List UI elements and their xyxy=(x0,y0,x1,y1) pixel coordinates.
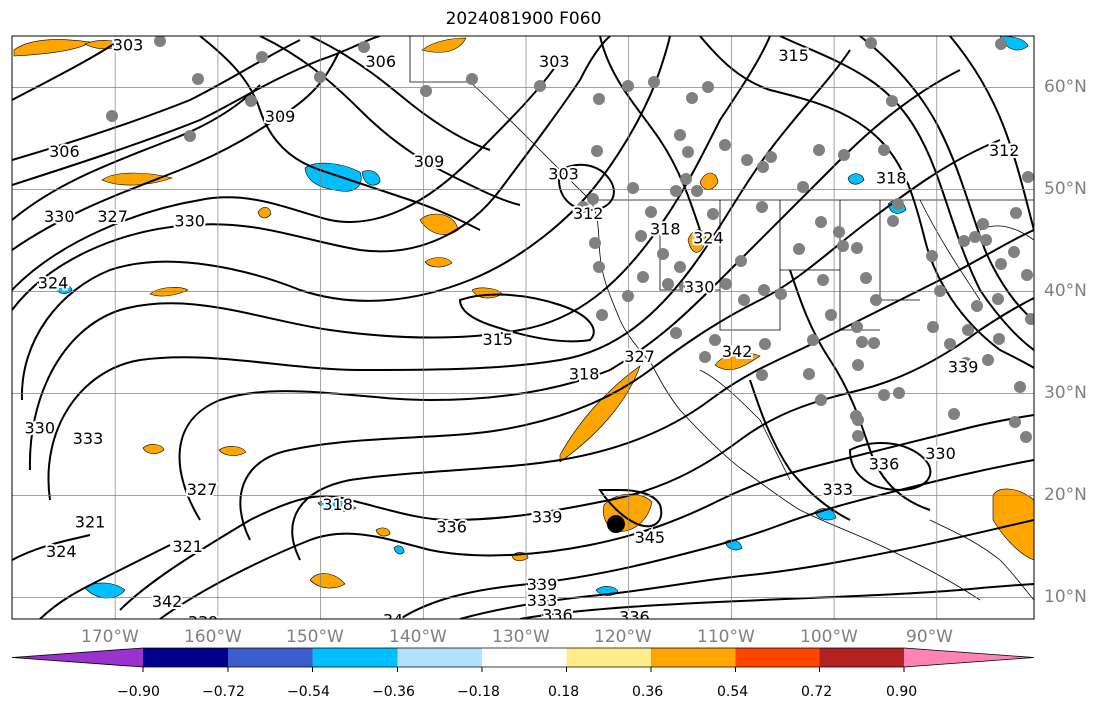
coastlines xyxy=(409,36,1034,601)
lon-label-150w: 150°W xyxy=(286,627,344,647)
contour-label: 333 xyxy=(823,480,854,499)
contour-label: 315 xyxy=(778,46,809,65)
contour-label: 324 xyxy=(38,274,69,293)
contour-label: 330 xyxy=(44,207,75,226)
contour-label: 34 xyxy=(383,611,403,630)
contour-label: 318 xyxy=(569,364,600,383)
lat-label-10n: 10°N xyxy=(1044,587,1087,607)
colorbar-bin-3 xyxy=(312,648,398,667)
station-marker xyxy=(606,515,625,534)
colorbar-ticks xyxy=(142,667,905,672)
colorbar-bin-8 xyxy=(735,648,820,667)
colorbar-low-extension xyxy=(12,648,143,667)
contour-label: 321 xyxy=(172,537,203,556)
lon-label-160w: 160°W xyxy=(184,627,242,647)
lon-label-110w: 110°W xyxy=(697,627,755,647)
lon-label-90w: 90°W xyxy=(906,627,953,647)
contour-label: 333 xyxy=(527,591,558,610)
colorbar-bin-7 xyxy=(651,648,736,667)
contour-label: 336 xyxy=(869,454,900,473)
contour-label: 309 xyxy=(414,152,445,171)
contour-label: 312 xyxy=(989,141,1020,160)
negative-shading xyxy=(55,36,1029,599)
lon-label-130w: 130°W xyxy=(492,627,550,647)
lon-label-140w: 140°W xyxy=(389,627,447,647)
map-title: 2024081900 F060 xyxy=(445,9,602,29)
contour-label: 306 xyxy=(49,142,80,161)
contour-label: 321 xyxy=(75,513,106,532)
colorbar-tick-label: 0.54 xyxy=(717,684,749,700)
map-frame xyxy=(11,35,1035,620)
contour-label: 339 xyxy=(948,357,979,376)
colorbar-bin-4 xyxy=(397,648,482,667)
contour-label: 342 xyxy=(152,592,183,611)
contour-label: 303 xyxy=(539,52,570,71)
contour-label: 318 xyxy=(650,219,681,238)
contour-label: 345 xyxy=(635,528,666,547)
contour-label: 315 xyxy=(483,330,514,349)
map-field-layer: 303 306 303 315 309 306 309 303 312 318 312 330 327 3… xyxy=(12,36,1034,632)
colorbar-tick-label: 0.18 xyxy=(548,684,580,700)
contour-label: 330 xyxy=(174,211,205,230)
contour-label: 318 xyxy=(322,495,353,514)
colorbar-tick-label: −0.72 xyxy=(202,684,245,700)
lat-label-40n: 40°N xyxy=(1044,281,1087,301)
contour-label: 327 xyxy=(97,207,128,226)
colorbar-tick-label: −0.36 xyxy=(372,684,415,700)
contour-label: 333 xyxy=(73,429,104,448)
contour-label: 339 xyxy=(532,507,563,526)
contour-label: 327 xyxy=(624,347,655,366)
lon-label-170w: 170°W xyxy=(81,627,139,647)
contour-label: 339 xyxy=(188,613,219,632)
contour-label: 303 xyxy=(548,164,579,183)
contour-label: 318 xyxy=(876,168,907,187)
contour-label: 330 xyxy=(24,419,55,438)
contour-label: 324 xyxy=(693,229,724,248)
colorbar-tick-label: 0.90 xyxy=(886,684,918,700)
colorbar-tick-label: −0.90 xyxy=(117,684,160,700)
colorbar-tick-label: 0.72 xyxy=(801,684,833,700)
lat-label-50n: 50°N xyxy=(1044,179,1087,199)
contour-labels: 303 306 303 315 309 306 309 303 312 318 312 330 327 3… xyxy=(22,36,1021,632)
contour-label: 330 xyxy=(925,444,956,463)
contour-label: 312 xyxy=(573,204,604,223)
contour-label: 306 xyxy=(365,52,396,71)
colorbar-tick-label: 0.36 xyxy=(632,684,664,700)
contour-label: 309 xyxy=(265,107,296,126)
colorbar-bin-1 xyxy=(143,648,228,667)
contour-label: 330 xyxy=(684,278,715,297)
graticule xyxy=(12,36,1034,619)
contour-label: 327 xyxy=(187,480,218,499)
contour-label: 339 xyxy=(527,575,558,594)
lon-label-100w: 100°W xyxy=(800,627,858,647)
colorbar-bin-6 xyxy=(566,648,651,667)
colorbar-high-extension xyxy=(904,648,1034,667)
contour-label: 336 xyxy=(619,607,650,626)
colorbar-bin-2 xyxy=(228,648,313,667)
observation-dots xyxy=(106,36,1034,443)
colorbar-tick-label: −0.54 xyxy=(287,684,330,700)
lat-label-20n: 20°N xyxy=(1044,485,1087,505)
colorbar-bin-5 xyxy=(482,648,567,667)
colorbar-tick-label: −0.18 xyxy=(457,684,500,700)
contour-label: 336 xyxy=(436,518,467,537)
lon-label-120w: 120°W xyxy=(594,627,652,647)
lat-label-30n: 30°N xyxy=(1044,383,1087,403)
contour-label: 324 xyxy=(46,542,77,561)
contour-label: 336 xyxy=(542,605,573,624)
colorbar-bin-9 xyxy=(819,648,904,667)
contour-label: 342 xyxy=(722,342,753,361)
colorbar xyxy=(11,647,1035,672)
contour-label: 303 xyxy=(113,36,144,55)
lat-label-60n: 60°N xyxy=(1044,77,1087,97)
